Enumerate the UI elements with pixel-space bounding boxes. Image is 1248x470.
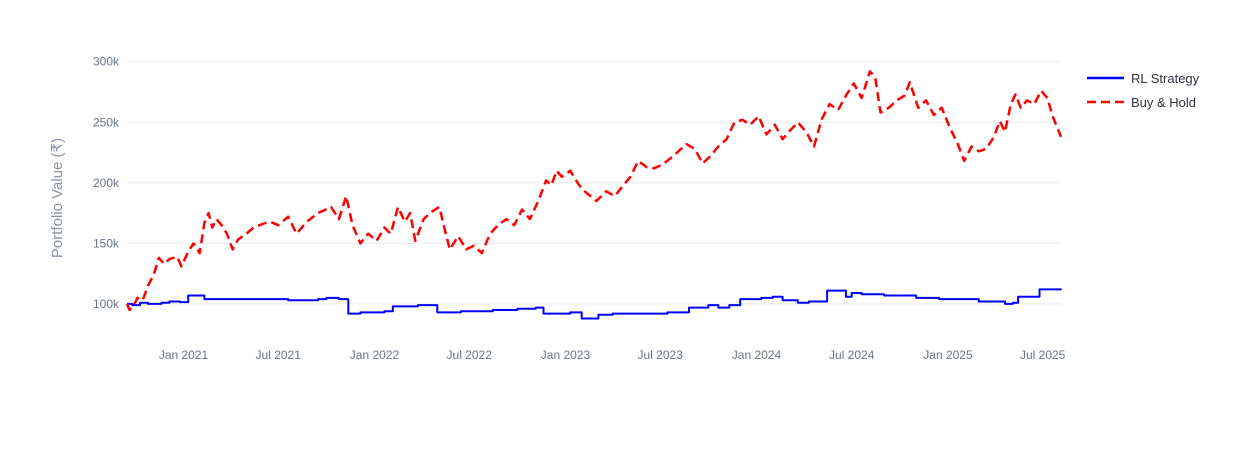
x-tick-label: Jan 2023 [541,348,591,362]
y-tick-label: 250k [93,115,120,129]
series-line-rl-strategy [127,288,1062,320]
legend[interactable]: RL Strategy Buy & Hold [1087,71,1200,110]
y-axis-ticks: 100k 150k 200k 250k 300k [93,55,120,311]
x-tick-label: Jan 2021 [159,348,209,362]
x-tick-label: Jul 2022 [447,348,493,362]
x-tick-label: Jul 2024 [829,348,875,362]
y-tick-label: 150k [93,236,120,250]
x-tick-label: Jan 2025 [923,348,973,362]
x-tick-label: Jan 2024 [732,348,782,362]
legend-label: RL Strategy [1131,71,1200,86]
x-axis-ticks: Jan 2021 Jul 2021 Jan 2022 Jul 2022 Jan 2023… [159,348,1066,362]
x-tick-label: Jul 2023 [638,348,684,362]
legend-label: Buy & Hold [1131,95,1196,110]
x-tick-label: Jul 2021 [256,348,302,362]
y-axis-title: Portfolio Value (₹) [49,138,66,258]
y-tick-label: 100k [93,297,120,311]
series-line-buy-hold [125,70,1063,312]
plot-area [125,70,1063,320]
x-tick-label: Jan 2022 [350,348,400,362]
legend-item[interactable]: Buy & Hold [1087,95,1196,110]
x-tick-label: Jul 2025 [1020,348,1066,362]
y-tick-label: 300k [93,55,120,69]
y-tick-label: 200k [93,176,120,190]
grid-lines [127,61,1061,305]
legend-item[interactable]: RL Strategy [1087,71,1200,86]
